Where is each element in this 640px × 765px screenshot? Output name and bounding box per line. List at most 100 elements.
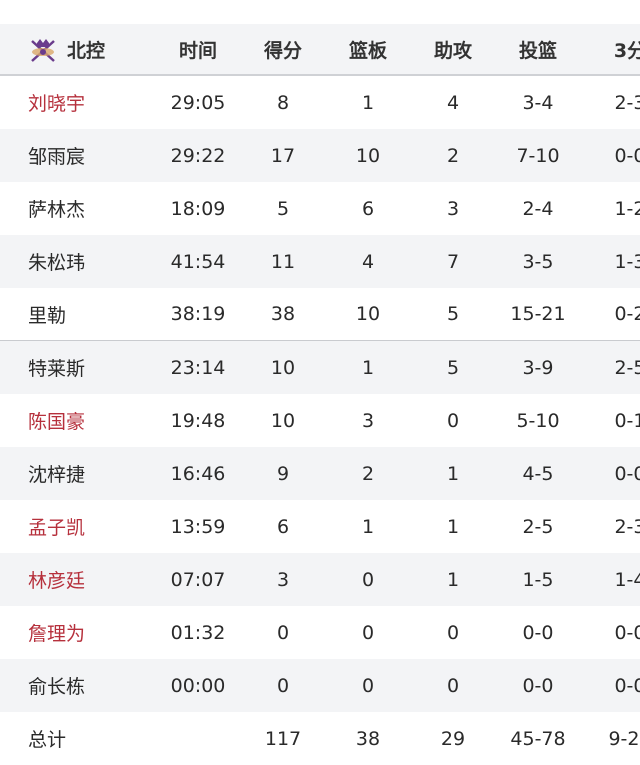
stat-points: 38 [270,303,296,325]
stat-rebounds: 10 [355,303,381,325]
player-name[interactable]: 朱松玮 [28,252,86,274]
table-row: 里勒 38:19 38 10 5 15-21 0-2 [0,288,640,341]
stat-rebounds: 0 [361,568,375,591]
table-row: 朱松玮 41:54 11 4 7 3-5 1-3 [0,235,640,288]
stat-rebounds: 1 [361,356,375,379]
table-row: 陈国豪 19:48 10 3 0 5-10 0-1 [0,394,640,447]
stat-minutes: 00:00 [170,674,226,697]
table-row: 俞长栋 00:00 0 0 0 0-0 0-0 [0,659,640,712]
table-row: 特莱斯 23:14 10 1 5 3-9 2-5 [0,341,640,394]
stat-assists: 4 [446,91,460,114]
stat-assists: 0 [446,409,460,432]
stat-rebounds: 4 [361,250,375,273]
player-name[interactable]: 萨林杰 [28,199,86,221]
stat-points: 17 [270,144,296,167]
stat-fg: 1-5 [522,568,554,591]
stat-points: 5 [276,197,290,220]
stat-assists: 1 [446,515,460,538]
col-fg: 投篮 [518,39,557,62]
stat-minutes: 38:19 [170,303,226,325]
stat-3pt: 0-0 [614,621,640,644]
stat-fg: 2-4 [522,197,554,220]
col-3pt: 3分 [613,39,640,62]
stat-points: 3 [276,568,290,591]
stat-minutes: 41:54 [170,250,226,273]
stat-minutes: 13:59 [170,515,226,538]
col-minutes: 时间 [178,39,217,62]
stat-rebounds: 1 [361,91,375,114]
player-name[interactable]: 邹雨宸 [28,146,86,168]
stat-minutes: 29:05 [170,91,226,114]
stat-assists: 5 [446,303,460,325]
player-name[interactable]: 陈国豪 [28,411,86,433]
stat-3pt: 2-3 [614,515,640,538]
stat-points: 6 [276,515,290,538]
stat-minutes: 16:46 [170,462,226,485]
stat-3pt: 1-4 [614,568,640,591]
stat-rebounds: 6 [361,197,375,220]
stat-rebounds: 0 [361,621,375,644]
table-row: 萨林杰 18:09 5 6 3 2-4 1-2 [0,182,640,235]
stat-assists: 29 [440,727,466,750]
stat-3pt: 0-0 [614,462,640,485]
player-name[interactable]: 刘晓宇 [28,93,86,115]
stat-rebounds: 1 [361,515,375,538]
stat-fg: 0-0 [522,674,554,697]
beikong-team-logo-icon [31,39,55,62]
box-score-table: 北控 时间 得分 篮板 助攻 投篮 3分 刘晓宇 29:05 8 1 4 3-4 2-3 邹雨… [0,24,640,765]
stat-3pt: 2-3 [614,91,640,114]
stat-rebounds: 0 [361,674,375,697]
stat-points: 0 [276,674,290,697]
stat-fg: 5-10 [516,409,560,432]
stat-3pt: 9-23 [608,727,640,750]
stat-points: 10 [270,356,296,379]
stat-3pt: 1-3 [614,250,640,273]
player-name[interactable]: 沈梓捷 [28,464,86,486]
stat-minutes: 29:22 [170,144,226,167]
stat-minutes: 19:48 [170,409,226,432]
stat-assists: 0 [446,621,460,644]
table-row: 沈梓捷 16:46 9 2 1 4-5 0-0 [0,447,640,500]
stat-minutes: 07:07 [170,568,226,591]
table-row: 刘晓宇 29:05 8 1 4 3-4 2-3 [0,76,640,129]
col-points: 得分 [263,39,302,62]
stat-points: 8 [276,91,290,114]
stat-rebounds: 2 [361,462,375,485]
player-name[interactable]: 特莱斯 [28,358,86,380]
player-name[interactable]: 詹理为 [28,623,86,645]
stat-points: 10 [270,409,296,432]
table-row: 邹雨宸 29:22 17 10 2 7-10 0-0 [0,129,640,182]
stat-assists: 3 [446,197,460,220]
table-row: 林彦廷 07:07 3 0 1 1-5 1-4 [0,553,640,606]
table-row: 詹理为 01:32 0 0 0 0-0 0-0 [0,606,640,659]
stat-points: 117 [264,727,302,750]
stat-points: 11 [270,250,296,273]
stat-fg: 2-5 [522,515,554,538]
team-name: 北控 [67,39,106,62]
stat-fg: 3-5 [522,250,554,273]
stat-assists: 1 [446,568,460,591]
stat-fg: 3-9 [522,356,554,379]
stat-fg: 0-0 [522,621,554,644]
player-name[interactable]: 里勒 [28,304,67,327]
stat-3pt: 1-2 [614,197,640,220]
stat-3pt: 0-0 [614,144,640,167]
stat-3pt: 0-1 [614,409,640,432]
player-name[interactable]: 林彦廷 [28,570,86,592]
col-rebounds: 篮板 [348,39,387,62]
stat-fg: 45-78 [510,727,566,750]
stat-minutes: 01:32 [170,621,226,644]
player-name[interactable]: 俞长栋 [28,676,86,698]
stat-rebounds: 38 [355,727,381,750]
totals-row: 总计 117 38 29 45-78 9-23 [0,712,640,765]
stat-assists: 1 [446,462,460,485]
stat-fg: 3-4 [522,91,554,114]
stat-fg: 7-10 [516,144,560,167]
stat-assists: 7 [446,250,460,273]
player-name[interactable]: 孟子凯 [28,517,86,539]
stat-3pt: 2-5 [614,356,640,379]
stat-minutes: 18:09 [170,197,226,220]
stat-assists: 2 [446,144,460,167]
totals-label: 总计 [28,729,67,751]
table-header: 北控 时间 得分 篮板 助攻 投篮 3分 [0,24,640,76]
